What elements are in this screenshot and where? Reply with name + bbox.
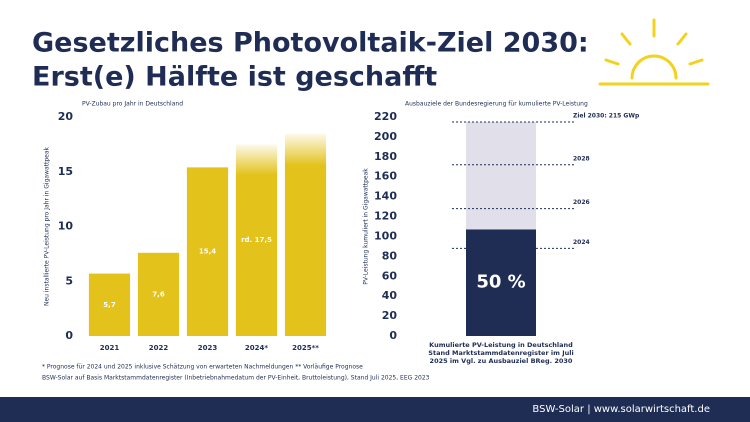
y-axis-label: Neu installierte PV-Leistung pro Jahr in…	[44, 146, 51, 306]
y-tick-label: 20	[382, 309, 398, 322]
y-tick-label: 160	[374, 170, 397, 183]
y-tick-label: 220	[374, 110, 397, 123]
target-label: 2026	[573, 199, 590, 206]
x-tick-label: 2022	[149, 344, 169, 352]
title-line: Erst(e) Hälfte ist geschafft	[32, 62, 437, 93]
bar	[88, 273, 131, 336]
value-label: 7,6	[152, 290, 165, 298]
footnote: * Prognose für 2024 und 2025 inklusive S…	[42, 364, 363, 371]
target-label: Ziel 2030: 215 GWp	[573, 112, 640, 119]
bar	[137, 252, 180, 336]
value-label: rd. 17,5	[241, 236, 272, 244]
footer-band	[0, 397, 750, 422]
y-tick-label: 40	[382, 289, 398, 302]
chart-title: Ausbauziele der Bundesregierung für kumu…	[405, 101, 588, 108]
y-tick-label: 5	[65, 274, 73, 287]
bar	[284, 133, 327, 336]
sun-icon	[598, 18, 710, 86]
y-tick-label: 10	[58, 220, 74, 233]
x-tick-label: 2021	[100, 344, 120, 352]
y-tick-label: 20	[58, 110, 74, 123]
y-tick-label: 120	[374, 210, 397, 223]
value-label: 15,4	[199, 248, 216, 256]
category-text: Kumulierte PV-Leistung in Deutschland St…	[428, 341, 574, 366]
chart-title: PV-Zubau pro Jahr in Deutschland	[82, 101, 183, 108]
y-tick-label: 60	[382, 269, 398, 282]
category-label: Kumulierte PV-Leistung in Deutschland St…	[428, 341, 574, 366]
value-label: 50 %	[476, 272, 525, 293]
y-axis-label: PV-Leistung kumuliert in Gigawattpeak	[363, 168, 370, 285]
target-label: 2024	[573, 239, 590, 246]
bar	[186, 167, 229, 336]
y-tick-label: 100	[374, 229, 397, 242]
x-tick-label: 2024*	[245, 344, 268, 352]
x-tick-label: 2025**	[292, 344, 319, 352]
y-tick-label: 180	[374, 150, 397, 163]
y-tick-label: 200	[374, 130, 397, 143]
target-label: 2028	[573, 155, 590, 162]
footnote: BSW-Solar auf Basis Marktstammdatenregis…	[42, 375, 430, 382]
value-label: 5,7	[103, 301, 116, 309]
y-tick-label: 140	[374, 190, 397, 203]
y-tick-label: 0	[65, 329, 73, 342]
bar	[466, 229, 536, 336]
bar	[235, 144, 278, 336]
title-line: Gesetzliches Photovoltaik-Ziel 2030:	[32, 28, 589, 59]
footer: BSW-Solar | www.solarwirtschaft.de	[532, 404, 710, 415]
y-tick-label: 15	[58, 165, 73, 178]
x-tick-label: 2023	[198, 344, 218, 352]
y-tick-label: 0	[389, 329, 397, 342]
y-tick-label: 80	[382, 249, 398, 262]
